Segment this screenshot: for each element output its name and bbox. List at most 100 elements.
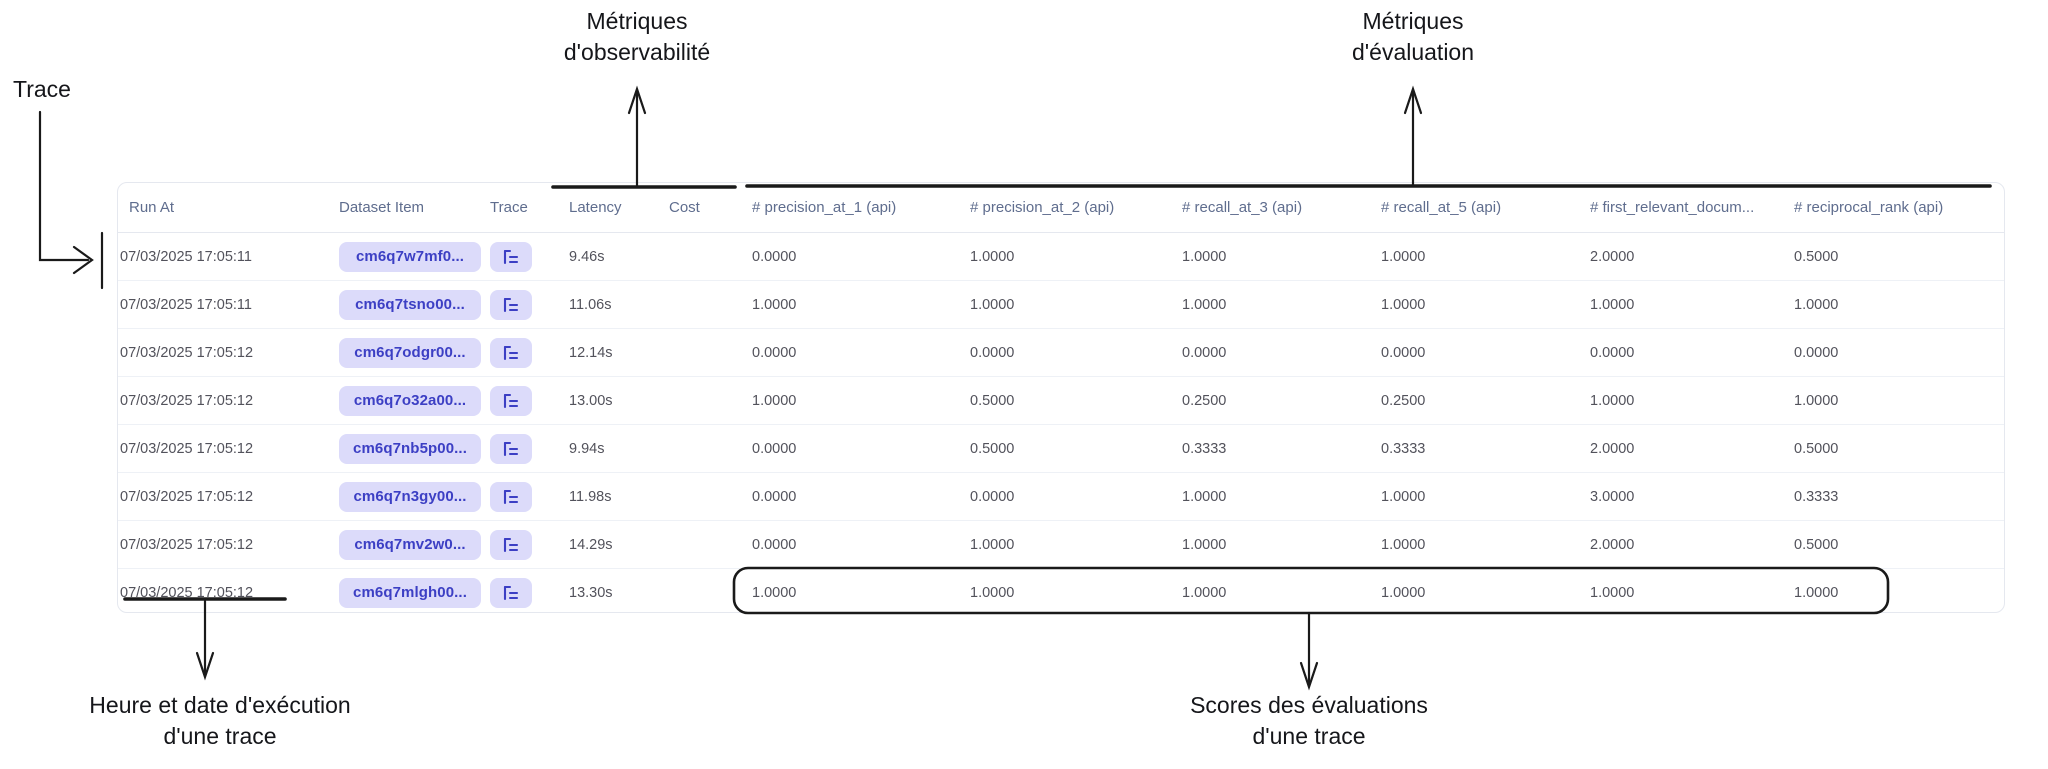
- score-cell: 1.0000: [1381, 584, 1426, 601]
- trace-cell: [488, 473, 567, 521]
- run-at-cell: 07/03/2025 17:05:12: [120, 392, 254, 409]
- run-at-cell: 07/03/2025 17:05:12: [120, 344, 254, 361]
- score-cell: 1.0000: [1590, 296, 1635, 313]
- score-cell: 1.0000: [970, 536, 1015, 553]
- column-header-run-at: Run At: [118, 183, 337, 233]
- trace-button[interactable]: [490, 529, 532, 560]
- score-cell: 1.0000: [1182, 536, 1227, 553]
- table-row[interactable]: 07/03/2025 17:05:11 cm6q7w7mf0... 9.46s 0.0…: [118, 233, 2004, 281]
- trace-cell: [488, 425, 567, 473]
- column-header-first-relevant-docum: # first_relevant_docum...: [1588, 183, 1792, 233]
- list-tree-icon: [503, 489, 519, 504]
- score-cell: 1.0000: [752, 584, 797, 601]
- cost-cell: [667, 281, 750, 329]
- score-cell: 0.5000: [970, 392, 1015, 409]
- score-cell: 0.2500: [1182, 392, 1227, 409]
- trace-arrow: [40, 112, 102, 288]
- trace-cell: [488, 569, 567, 617]
- column-header-trace: Trace: [488, 183, 567, 233]
- dataset-item-badge[interactable]: cm6q7tsno00...: [339, 289, 481, 320]
- score-cell: 0.2500: [1381, 392, 1426, 409]
- latency-cell: 12.14s: [569, 344, 613, 361]
- observability-annotation-label: Métriques d'observabilité: [563, 8, 711, 65]
- trace-button[interactable]: [490, 241, 532, 272]
- table-row[interactable]: 07/03/2025 17:05:12 cm6q7n3gy00... 11.98s 0…: [118, 473, 2004, 521]
- score-cell: 1.0000: [752, 392, 797, 409]
- list-tree-icon: [503, 585, 519, 600]
- dataset-item-badge[interactable]: cm6q7n3gy00...: [339, 481, 481, 512]
- dataset-runs-table-card: Run At Dataset Item Trace Latency Cost # prec…: [117, 182, 2005, 613]
- list-tree-icon: [503, 297, 519, 312]
- trace-button[interactable]: [490, 577, 532, 608]
- score-cell: 1.0000: [1381, 248, 1426, 265]
- dataset-item-badge[interactable]: cm6q7w7mf0...: [339, 241, 481, 272]
- cost-cell: [667, 233, 750, 281]
- cost-cell: [667, 473, 750, 521]
- trace-annotation-label: Trace: [13, 76, 71, 102]
- table-row[interactable]: 07/03/2025 17:05:11 cm6q7tsno00... 11.06s 1…: [118, 281, 2004, 329]
- latency-cell: 11.98s: [569, 488, 612, 505]
- score-cell: 0.0000: [752, 248, 797, 265]
- dataset-item-cell: cm6q7odgr00...: [337, 329, 488, 377]
- runs-table: Run At Dataset Item Trace Latency Cost # prec…: [118, 183, 2004, 616]
- table-header-row: Run At Dataset Item Trace Latency Cost # prec…: [118, 183, 2004, 233]
- table-row[interactable]: 07/03/2025 17:05:12 cm6q7mlgh00... 13.30s 1…: [118, 569, 2004, 617]
- column-header-dataset-item: Dataset Item: [337, 183, 488, 233]
- score-cell: 0.0000: [1794, 344, 1839, 361]
- trace-button[interactable]: [490, 289, 532, 320]
- latency-cell: 14.29s: [569, 536, 613, 553]
- dataset-item-badge[interactable]: cm6q7nb5p00...: [339, 433, 481, 464]
- score-cell: 0.3333: [1794, 488, 1839, 505]
- run-at-cell: 07/03/2025 17:05:12: [120, 584, 254, 601]
- run-at-cell: 07/03/2025 17:05:11: [120, 248, 252, 265]
- trace-button[interactable]: [490, 337, 532, 368]
- trace-button[interactable]: [490, 385, 532, 416]
- column-header-precision-at-2-api: # precision_at_2 (api): [968, 183, 1180, 233]
- table-row[interactable]: 07/03/2025 17:05:12 cm6q7mv2w0... 14.29s 0.…: [118, 521, 2004, 569]
- score-cell: 0.0000: [752, 344, 797, 361]
- score-cell: 1.0000: [1182, 584, 1227, 601]
- list-tree-icon: [503, 345, 519, 360]
- list-tree-icon: [503, 537, 519, 552]
- score-cell: 0.0000: [752, 536, 797, 553]
- table-row[interactable]: 07/03/2025 17:05:12 cm6q7o32a00... 13.00s 1…: [118, 377, 2004, 425]
- column-header-recall-at-3-api: # recall_at_3 (api): [1180, 183, 1379, 233]
- score-cell: 2.0000: [1590, 248, 1635, 265]
- column-header-recall-at-5-api: # recall_at_5 (api): [1379, 183, 1588, 233]
- dataset-item-cell: cm6q7mv2w0...: [337, 521, 488, 569]
- cost-cell: [667, 521, 750, 569]
- table-row[interactable]: 07/03/2025 17:05:12 cm6q7odgr00... 12.14s 0…: [118, 329, 2004, 377]
- cost-cell: [667, 425, 750, 473]
- dataset-item-cell: cm6q7mlgh00...: [337, 569, 488, 617]
- evaluation-arrow: [747, 89, 1990, 186]
- trace-button[interactable]: [490, 481, 532, 512]
- run-at-cell: 07/03/2025 17:05:12: [120, 440, 254, 457]
- score-cell: 1.0000: [1182, 488, 1227, 505]
- evaluation-annotation-label: Métriques d'évaluation: [1351, 8, 1475, 65]
- cost-cell: [667, 329, 750, 377]
- score-cell: 1.0000: [970, 248, 1015, 265]
- score-cell: 1.0000: [1381, 296, 1426, 313]
- score-cell: 0.0000: [752, 440, 797, 457]
- trace-button[interactable]: [490, 433, 532, 464]
- latency-cell: 13.00s: [569, 392, 613, 409]
- score-cell: 0.3333: [1381, 440, 1426, 457]
- table-row[interactable]: 07/03/2025 17:05:12 cm6q7nb5p00... 9.94s 0.…: [118, 425, 2004, 473]
- dataset-item-cell: cm6q7n3gy00...: [337, 473, 488, 521]
- score-cell: 0.0000: [970, 488, 1015, 505]
- scores-annotation-label: Scores des évaluations d'une trace: [1190, 692, 1428, 749]
- dataset-item-badge[interactable]: cm6q7mv2w0...: [339, 529, 481, 560]
- score-cell: 1.0000: [970, 584, 1015, 601]
- dataset-item-badge[interactable]: cm6q7mlgh00...: [339, 577, 481, 608]
- dataset-item-badge[interactable]: cm6q7odgr00...: [339, 337, 481, 368]
- column-header-cost: Cost: [667, 183, 750, 233]
- run-at-cell: 07/03/2025 17:05:11: [120, 296, 252, 313]
- score-cell: 0.5000: [1794, 440, 1839, 457]
- score-cell: 1.0000: [1381, 488, 1426, 505]
- latency-cell: 11.06s: [569, 296, 612, 313]
- score-cell: 0.0000: [752, 488, 797, 505]
- score-cell: 1.0000: [1590, 584, 1635, 601]
- trace-cell: [488, 329, 567, 377]
- dataset-item-badge[interactable]: cm6q7o32a00...: [339, 385, 481, 416]
